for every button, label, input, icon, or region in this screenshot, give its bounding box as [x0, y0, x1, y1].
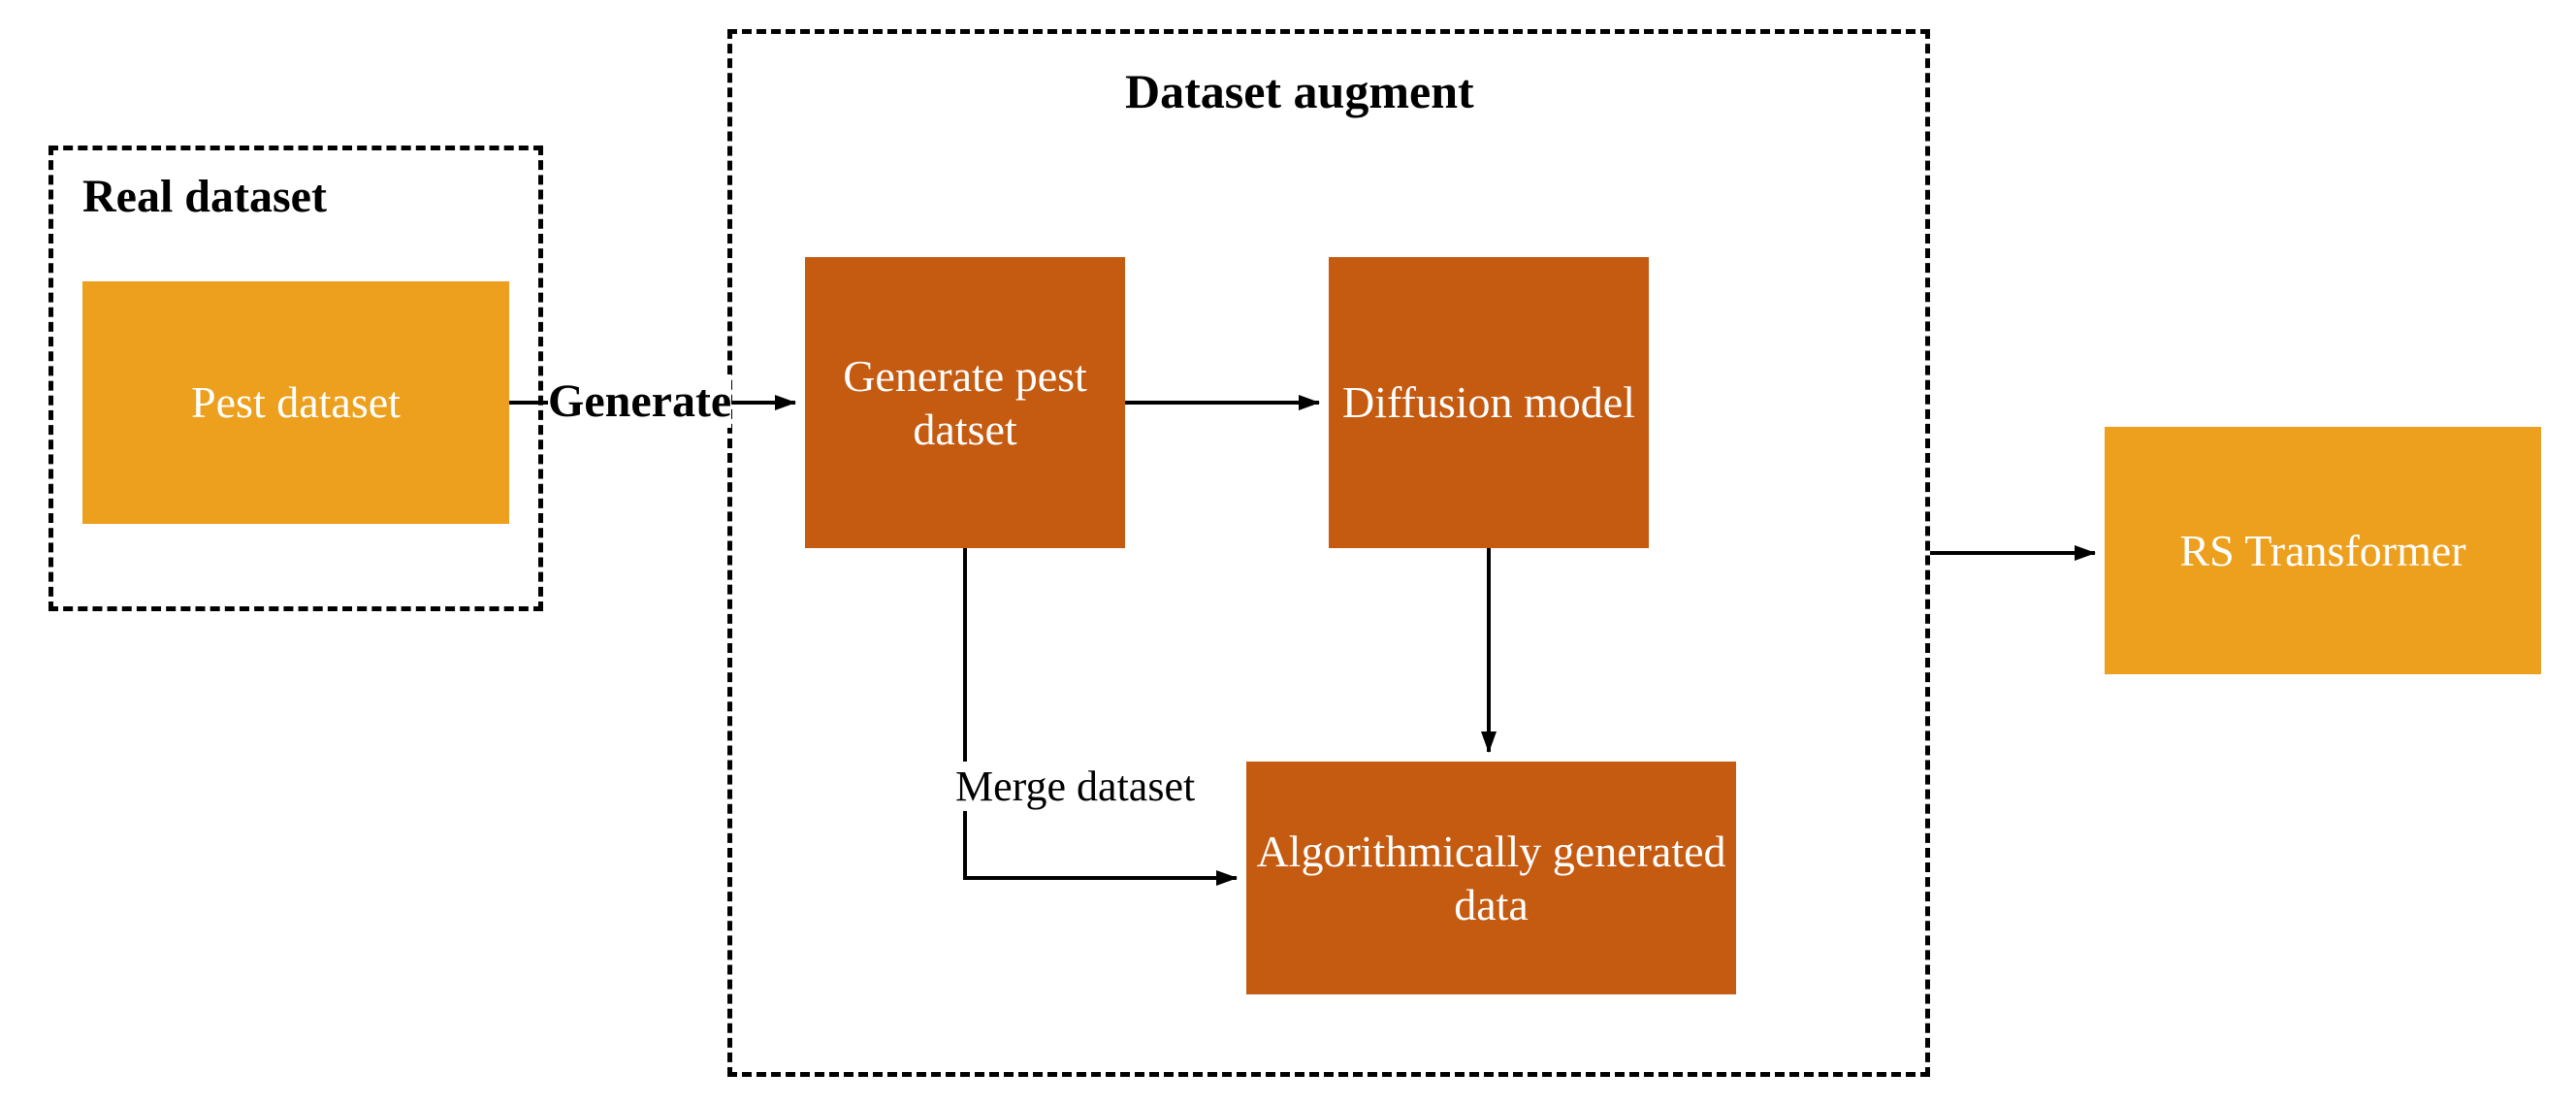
node-rs-transformer: RS Transformer [2105, 427, 2541, 674]
node-diffusion-model: Diffusion model [1329, 257, 1649, 548]
node-generate-pest-dataset: Generate pest datset [805, 257, 1125, 548]
edge-label-merge: Merge dataset [955, 762, 1195, 811]
node-algorithmically-generated: Algorithmically generated data [1246, 762, 1736, 994]
container-title-real-dataset: Real dataset [82, 170, 327, 223]
container-title-dataset-augment: Dataset augment [1125, 63, 1474, 119]
edge-label-generate: Generate [548, 374, 731, 428]
node-pest-dataset: Pest dataset [82, 281, 509, 524]
